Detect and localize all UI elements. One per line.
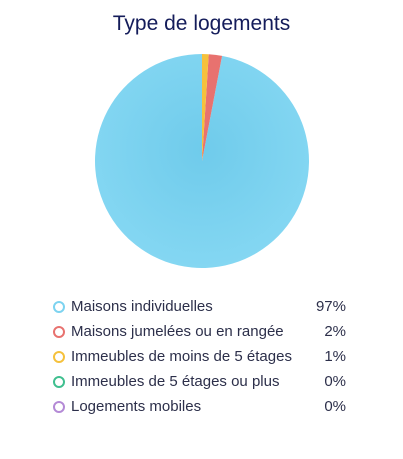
chart-title: Type de logements xyxy=(112,12,291,35)
legend-item[interactable]: Logements mobiles 0% xyxy=(52,394,346,419)
pie-slice[interactable] xyxy=(202,54,209,161)
legend-item[interactable]: Maisons individuelles 97% xyxy=(52,294,346,319)
pie-chart xyxy=(94,53,310,269)
legend-marker-icon xyxy=(53,400,65,413)
legend-label: Immeubles de moins de 5 étages xyxy=(71,348,292,365)
legend-item[interactable]: Immeubles de 5 étages ou plus 0% xyxy=(52,369,346,394)
legend-value: 2% xyxy=(324,323,346,340)
pie-slice[interactable] xyxy=(202,54,223,161)
legend-label: Maisons jumelées ou en rangée xyxy=(71,323,284,340)
legend-item[interactable]: Immeubles de moins de 5 étages 1% xyxy=(52,344,346,369)
legend-value: 0% xyxy=(324,398,346,415)
legend-value: 97% xyxy=(315,298,346,315)
chart-legend: Maisons individuelles 97% Maisons jumelé… xyxy=(52,294,346,419)
legend-marker-icon xyxy=(53,325,65,338)
legend-marker-icon xyxy=(53,350,65,363)
legend-marker-icon xyxy=(53,375,65,388)
legend-item[interactable]: Maisons jumelées ou en rangée 2% xyxy=(52,319,346,344)
legend-label: Immeubles de 5 étages ou plus xyxy=(71,373,280,390)
legend-value: 1% xyxy=(324,348,346,365)
legend-marker-icon xyxy=(53,300,65,313)
legend-label: Maisons individuelles xyxy=(71,298,213,315)
legend-label: Logements mobiles xyxy=(71,398,202,415)
pie-slice[interactable] xyxy=(95,54,310,268)
legend-value: 0% xyxy=(324,373,346,390)
pie-svg xyxy=(95,54,310,268)
